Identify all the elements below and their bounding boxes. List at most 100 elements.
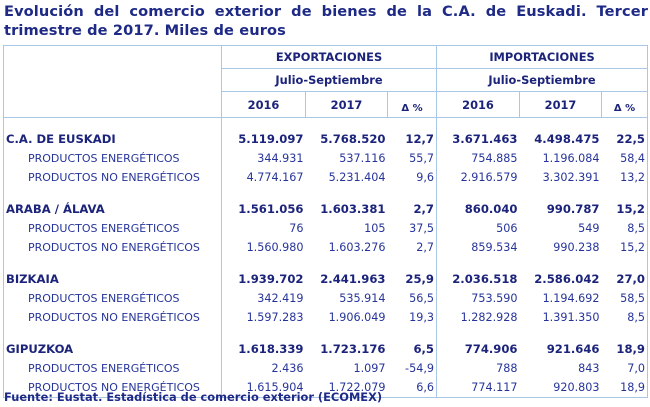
imp-2017: 990.238 [553,241,600,254]
table-row: PRODUCTOS NO ENERGÉTICOS 1.615.904 1.722… [3,378,648,398]
product-label: PRODUCTOS NO ENERGÉTICOS [3,238,222,257]
region-label: GIPUZKOA [3,339,222,359]
imp-delta: 18,9 [601,378,648,398]
table-row-group: ARABA / ÁLAVA 1.561.056 1.603.381 2,7 86… [3,199,648,219]
exp-delta: 19,3 [387,308,437,327]
imp-2017: 1.196.084 [542,152,600,165]
exp-2016: 344.931 [257,152,304,165]
imp-delta: 18,9 [601,339,648,359]
product-label: PRODUCTOS NO ENERGÉTICOS [3,168,222,187]
exp-delta: 55,7 [387,149,437,168]
imp-2017: 4.498.475 [534,132,600,146]
imp-delta: 15,2 [601,199,648,219]
table-row-group: GIPUZKOA 1.618.339 1.723.176 6,5 774.906… [3,339,648,359]
exp-2017: 5.231.404 [328,171,386,184]
table-row: PRODUCTOS NO ENERGÉTICOS 1.597.283 1.906… [3,308,648,327]
header-imp-delta: Δ % [601,91,648,118]
imp-delta: 27,0 [601,269,648,289]
exp-2016: 1.561.056 [238,202,304,216]
header-exp-2016: 2016 [221,91,306,118]
imp-2017: 843 [578,362,600,375]
exp-delta: 2,7 [387,199,437,219]
imp-2016: 860.040 [464,202,518,216]
region-label: C.A. DE EUSKADI [3,129,222,149]
exp-delta: 56,5 [387,289,437,308]
exp-2016: 1.618.339 [238,342,304,356]
imp-delta: 22,5 [601,129,648,149]
product-label: PRODUCTOS ENERGÉTICOS [3,289,222,308]
imp-2017: 921.646 [546,342,600,356]
exp-2017: 1.723.176 [320,342,386,356]
exp-2017: 2.441.963 [320,272,386,286]
exp-2016: 1.560.980 [246,241,304,254]
exp-delta: 12,7 [387,129,437,149]
table-row: PRODUCTOS NO ENERGÉTICOS 1.560.980 1.603… [3,238,648,257]
header-exp-2017: 2017 [305,91,388,118]
table-row: PRODUCTOS ENERGÉTICOS 344.931 537.116 55… [3,149,648,168]
table-row: PRODUCTOS ENERGÉTICOS 76 105 37,5 506 54… [3,219,648,238]
header-blank [3,45,222,118]
table-title: Evolución del comercio exterior de biene… [4,3,648,39]
exp-2017: 1.603.381 [320,202,386,216]
product-label: PRODUCTOS ENERGÉTICOS [3,149,222,168]
exp-2017: 1.722.079 [305,378,388,398]
exp-2017: 1.906.049 [328,311,386,324]
imp-delta: 7,0 [601,359,648,378]
imp-2016: 859.534 [471,241,518,254]
imp-2016: 506 [496,222,518,235]
exp-delta: 6,5 [387,339,437,359]
product-label: PRODUCTOS NO ENERGÉTICOS [3,378,222,398]
product-label: PRODUCTOS ENERGÉTICOS [3,219,222,238]
table-row-group: BIZKAIA 1.939.702 2.441.963 25,9 2.036.5… [3,269,648,289]
exp-2016: 342.419 [257,292,304,305]
header-period-imports: Julio-Septiembre [436,68,648,92]
imp-2016: 2.036.518 [452,272,518,286]
exp-delta: 9,6 [387,168,437,187]
imp-delta: 13,2 [601,168,648,187]
exp-2016: 1.939.702 [238,272,304,286]
region-label: BIZKAIA [3,269,222,289]
exp-delta: 6,6 [387,378,437,398]
source-note: Fuente: Eustat. Estadística de comercio … [4,390,383,404]
exp-2016: 5.119.097 [238,132,304,146]
imp-2017: 920.803 [519,378,602,398]
imp-2016: 754.885 [471,152,518,165]
exp-2017: 535.914 [339,292,386,305]
header-imp-2016: 2016 [436,91,520,118]
exp-2017: 5.768.520 [320,132,386,146]
exp-delta: -54,9 [387,359,437,378]
imp-2017: 1.391.350 [542,311,600,324]
exp-2016: 1.615.904 [221,378,306,398]
imp-2016: 2.916.579 [460,171,518,184]
exp-2017: 1.603.276 [328,241,386,254]
imp-2017: 2.586.042 [534,272,600,286]
imp-2017: 549 [578,222,600,235]
table-row-group: C.A. DE EUSKADI 5.119.097 5.768.520 12,7… [3,129,648,149]
exp-2017: 537.116 [339,152,386,165]
exp-2016: 76 [289,222,304,235]
imp-2017: 1.194.692 [542,292,600,305]
exp-2016: 4.774.167 [246,171,304,184]
imp-delta: 8,5 [601,308,648,327]
trade-table: EXPORTACIONES IMPORTACIONES Julio-Septie… [3,45,648,398]
product-label: PRODUCTOS ENERGÉTICOS [3,359,222,378]
imp-2016: 3.671.463 [452,132,518,146]
header-imp-2017: 2017 [519,91,602,118]
imp-2016: 753.590 [471,292,518,305]
header-exports: EXPORTACIONES [221,45,437,69]
header-imports: IMPORTACIONES [436,45,648,69]
exp-delta: 37,5 [387,219,437,238]
imp-2016: 774.906 [464,342,518,356]
table-row: PRODUCTOS NO ENERGÉTICOS 4.774.167 5.231… [3,168,648,187]
imp-delta: 15,2 [601,238,648,257]
imp-2017: 990.787 [546,202,600,216]
exp-2017: 105 [364,222,386,235]
imp-2016: 788 [496,362,518,375]
imp-delta: 8,5 [601,219,648,238]
imp-delta: 58,5 [601,289,648,308]
region-label: ARABA / ÁLAVA [3,199,222,219]
imp-2017: 3.302.391 [542,171,600,184]
table-row: PRODUCTOS ENERGÉTICOS 2.436 1.097 -54,9 … [3,359,648,378]
exp-delta: 2,7 [387,238,437,257]
exp-2017: 1.097 [353,362,386,375]
